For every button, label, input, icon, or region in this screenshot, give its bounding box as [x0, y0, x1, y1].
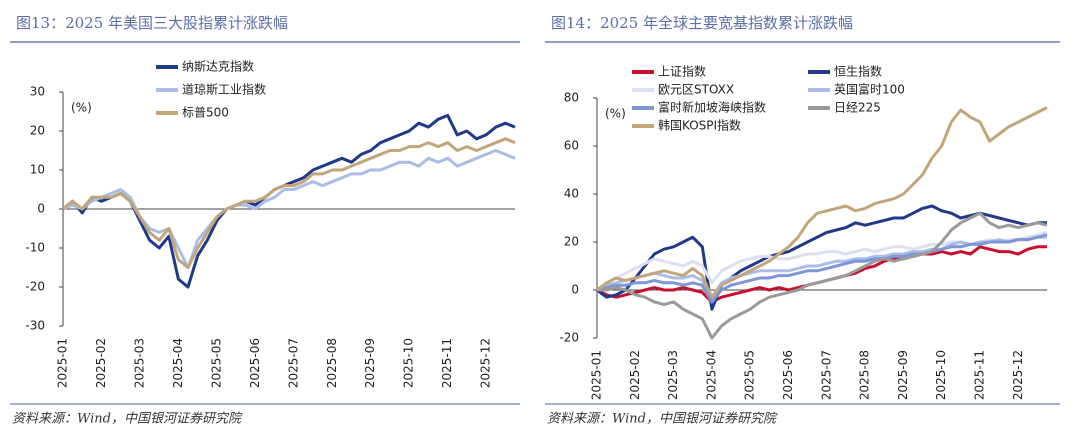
source: 资料来源：Wind，中国银河证券研究院 — [12, 411, 243, 427]
x-tick-label: 2025-08 — [858, 350, 872, 400]
y-tick-label: 20 — [564, 235, 579, 249]
x-tick-label: 2025-01 — [56, 338, 70, 388]
x-tick-label: 2025-08 — [325, 338, 339, 388]
y-tick-label: 0 — [571, 283, 579, 297]
data-line — [596, 204, 1047, 311]
unit-label: (%) — [605, 107, 626, 121]
legend-label: 纳斯达克指数 — [182, 59, 254, 74]
x-tick-label: 2025-10 — [402, 338, 416, 388]
x-tick-label: 2025-09 — [363, 338, 377, 388]
x-tick-label: 2025-10 — [934, 350, 948, 400]
x-tick-label: 2025-09 — [896, 350, 910, 400]
x-tick-label: 2025-12 — [479, 338, 493, 388]
x-tick-label: 2025-06 — [248, 338, 262, 388]
x-tick-label: 2025-02 — [628, 350, 642, 400]
y-tick-label: -20 — [25, 280, 45, 294]
x-tick-label: 2025-11 — [972, 350, 986, 400]
x-tick-label: 2025-04 — [704, 350, 718, 400]
y-tick-label: 30 — [30, 85, 45, 99]
legend-label: 欧元区STOXX — [658, 83, 734, 97]
y-tick-label: -10 — [25, 241, 45, 255]
legend-label: 日经225 — [834, 101, 881, 115]
x-tick-label: 2025-12 — [1011, 350, 1025, 400]
y-tick-label: -20 — [559, 331, 579, 345]
y-tick-label: -30 — [25, 319, 45, 333]
y-tick-label: 0 — [37, 202, 45, 216]
x-tick-label: 2025-01 — [590, 350, 604, 400]
legend-label: 恒生指数 — [834, 64, 882, 79]
x-tick-label: 2025-04 — [171, 338, 185, 388]
data-line — [596, 106, 1048, 299]
data-line — [62, 113, 516, 289]
chart-title: 图14：2025 年全球主要宽基指数累计涨跌幅 — [551, 14, 853, 32]
y-tick-label: 20 — [30, 124, 45, 138]
y-tick-label: 40 — [564, 187, 579, 201]
x-tick-label: 2025-05 — [209, 338, 223, 388]
x-tick-label: 2025-07 — [286, 338, 300, 388]
data-line — [597, 211, 1048, 340]
y-tick-label: 60 — [564, 139, 579, 153]
chart-title: 图13：2025 年美国三大股指累计涨跌幅 — [16, 14, 288, 32]
y-tick-label: 10 — [30, 163, 45, 177]
unit-label: (%) — [71, 101, 92, 115]
x-tick-label: 2025-02 — [94, 338, 108, 388]
legend-label: 韩国KOSPI指数 — [658, 118, 741, 133]
legend-label: 上证指数 — [658, 64, 706, 79]
y-tick-label: 80 — [564, 91, 579, 105]
legend-label: 道琼斯工业指数 — [182, 82, 266, 97]
x-tick-label: 2025-07 — [819, 350, 833, 400]
x-tick-label: 2025-05 — [743, 350, 757, 400]
source: 资料来源：Wind，中国银河证券研究院 — [547, 411, 778, 427]
legend-label: 英国富时100 — [834, 82, 905, 97]
data-line — [62, 137, 516, 269]
x-tick-label: 2025-06 — [781, 350, 795, 400]
x-tick-label: 2025-11 — [440, 338, 454, 388]
x-tick-label: 2025-03 — [132, 338, 146, 388]
x-tick-label: 2025-03 — [666, 350, 680, 400]
legend-label: 标普500 — [182, 106, 229, 120]
legend-label: 富时新加坡海峡指数 — [658, 100, 766, 115]
data-line — [596, 233, 1048, 304]
